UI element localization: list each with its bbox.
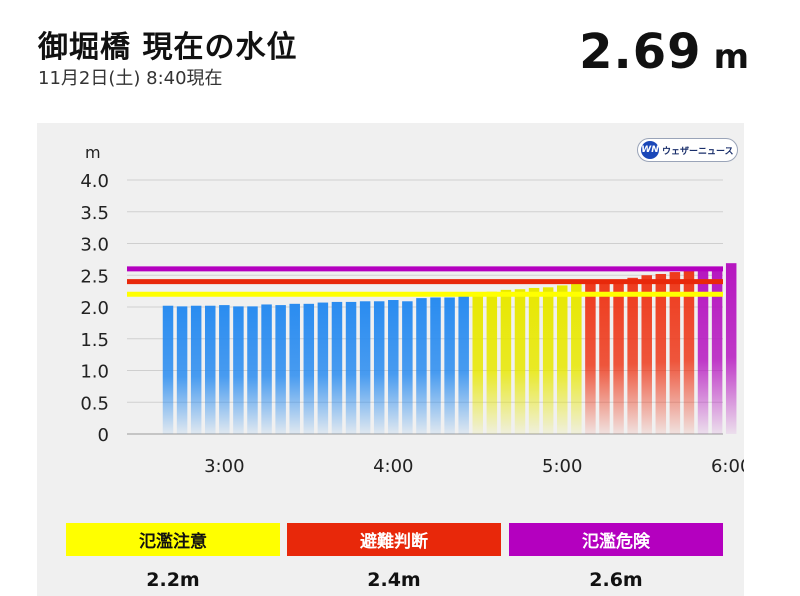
weathernews-logo: WN ウェザーニュース: [637, 138, 738, 162]
bar: [585, 281, 596, 434]
legend-judgement: 避難判断: [287, 523, 501, 556]
legend-judgement-value: 2.4m: [367, 569, 421, 591]
bar: [247, 306, 258, 434]
bar: [458, 295, 469, 434]
bar: [373, 301, 385, 434]
x-tick-label: 3:00: [204, 456, 244, 477]
bar: [669, 272, 681, 434]
bar: [416, 298, 427, 434]
bar: [641, 275, 652, 434]
bar: [359, 301, 371, 434]
bar: [613, 279, 624, 434]
bar: [219, 305, 230, 434]
bar: [317, 302, 329, 434]
bar: [500, 289, 512, 434]
y-axis-unit: m: [85, 143, 101, 162]
bar: [655, 273, 667, 434]
current-level-value: 2.69: [579, 24, 702, 80]
chart-panel: 4.0 3.5 3.0 2.5 2.0 1.5 1.0 0.5 0 m 3:00 4:00 5:00 6:…: [37, 123, 744, 596]
bar: [711, 267, 723, 434]
bar: [261, 304, 272, 434]
water-level-chart: 4.0 3.5 3.0 2.5 2.0 1.5 1.0 0.5 0 m 3:00 4:00 5:00 6:…: [80, 143, 744, 477]
legend-judgement-label: 避難判断: [360, 532, 428, 552]
bar: [528, 287, 540, 434]
y-tick-label: 1.5: [80, 330, 109, 351]
legend-caution: 氾濫注意: [66, 523, 280, 556]
y-tick-label: 4.0: [80, 171, 109, 192]
weathernews-logo-icon: WN: [641, 141, 659, 159]
legend-danger-value: 2.6m: [589, 569, 643, 591]
bar: [331, 301, 343, 434]
legend-danger-label: 氾濫危険: [582, 532, 650, 552]
y-tick-label: 0.5: [80, 393, 109, 414]
bar: [289, 303, 300, 434]
bar: [599, 280, 610, 434]
bar: [402, 301, 413, 434]
bar: [190, 305, 202, 434]
x-tick-label: 5:00: [542, 456, 582, 477]
current-level-unit: m: [713, 37, 750, 77]
bar: [204, 305, 216, 434]
y-tick-label: 2.5: [80, 266, 109, 287]
bar: [697, 268, 709, 434]
legend-danger: 氾濫危険: [509, 523, 723, 556]
x-tick-label: 6:00: [711, 456, 744, 477]
y-tick-label: 3.0: [80, 235, 109, 256]
legend-caution-value: 2.2m: [146, 569, 200, 591]
y-tick-label: 2.0: [80, 298, 109, 319]
timestamp: 11月2日(土) 8:40現在: [38, 68, 223, 89]
bar: [275, 305, 286, 434]
bar: [162, 305, 174, 434]
bar: [514, 289, 526, 434]
bar: [571, 282, 582, 434]
bar: [345, 301, 357, 434]
y-tick-label: 0: [98, 425, 109, 446]
bar: [388, 300, 399, 434]
legend-caution-label: 氾濫注意: [139, 532, 207, 552]
bar: [683, 269, 695, 434]
bar: [542, 287, 554, 434]
x-tick-label: 4:00: [373, 456, 413, 477]
y-tick-label: 3.5: [80, 203, 109, 224]
bar: [486, 291, 498, 434]
logo-text: ウェザーニュース: [662, 146, 734, 157]
bar: [430, 297, 441, 434]
bar: [556, 285, 568, 434]
bar: [725, 263, 737, 434]
station-title: 御堀橋 現在の水位: [38, 30, 298, 65]
bar: [233, 306, 244, 434]
bar: [303, 303, 315, 434]
bar: [472, 294, 484, 434]
bar: [176, 306, 188, 434]
bar: [627, 277, 638, 434]
current-level: 2.69 m: [579, 24, 750, 80]
y-tick-label: 1.0: [80, 362, 109, 383]
bar: [444, 297, 455, 434]
